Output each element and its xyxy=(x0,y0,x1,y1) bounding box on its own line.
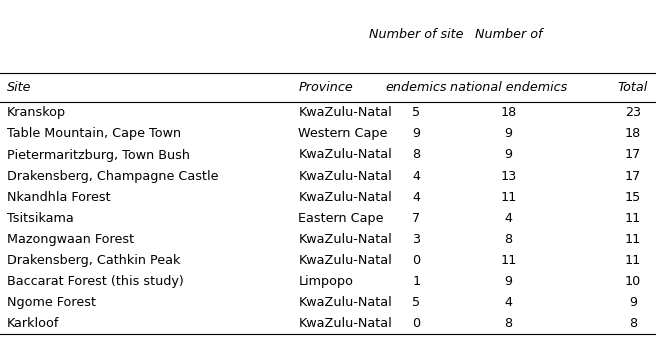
Text: 11: 11 xyxy=(501,254,516,267)
Text: 4: 4 xyxy=(413,169,420,182)
Text: national endemics: national endemics xyxy=(450,81,567,94)
Text: 11: 11 xyxy=(501,191,516,204)
Text: 9: 9 xyxy=(504,128,512,140)
Text: Ngome Forest: Ngome Forest xyxy=(7,296,96,309)
Text: Baccarat Forest (this study): Baccarat Forest (this study) xyxy=(7,275,183,288)
Text: 4: 4 xyxy=(504,212,512,225)
Text: 9: 9 xyxy=(504,275,512,288)
Text: 4: 4 xyxy=(504,296,512,309)
Text: Western Cape: Western Cape xyxy=(298,128,388,140)
Text: Drakensberg, Champagne Castle: Drakensberg, Champagne Castle xyxy=(7,169,218,182)
Text: KwaZulu-Natal: KwaZulu-Natal xyxy=(298,317,392,330)
Text: Karkloof: Karkloof xyxy=(7,317,59,330)
Text: 8: 8 xyxy=(504,233,512,246)
Text: Limpopo: Limpopo xyxy=(298,275,354,288)
Text: 5: 5 xyxy=(413,106,420,119)
Text: Mazongwaan Forest: Mazongwaan Forest xyxy=(7,233,134,246)
Text: 18: 18 xyxy=(625,128,641,140)
Text: 7: 7 xyxy=(413,212,420,225)
Text: 9: 9 xyxy=(413,128,420,140)
Text: 10: 10 xyxy=(625,275,641,288)
Text: Nkandhla Forest: Nkandhla Forest xyxy=(7,191,110,204)
Text: Site: Site xyxy=(7,81,31,94)
Text: KwaZulu-Natal: KwaZulu-Natal xyxy=(298,233,392,246)
Text: 4: 4 xyxy=(413,191,420,204)
Text: Number of: Number of xyxy=(475,28,542,41)
Text: 11: 11 xyxy=(625,212,641,225)
Text: Total: Total xyxy=(618,81,648,94)
Text: 0: 0 xyxy=(413,317,420,330)
Text: 17: 17 xyxy=(625,169,641,182)
Text: KwaZulu-Natal: KwaZulu-Natal xyxy=(298,148,392,162)
Text: endemics: endemics xyxy=(386,81,447,94)
Text: KwaZulu-Natal: KwaZulu-Natal xyxy=(298,106,392,119)
Text: Table Mountain, Cape Town: Table Mountain, Cape Town xyxy=(7,128,180,140)
Text: KwaZulu-Natal: KwaZulu-Natal xyxy=(298,191,392,204)
Text: 15: 15 xyxy=(625,191,641,204)
Text: 18: 18 xyxy=(501,106,516,119)
Text: 9: 9 xyxy=(504,148,512,162)
Text: KwaZulu-Natal: KwaZulu-Natal xyxy=(298,169,392,182)
Text: 3: 3 xyxy=(413,233,420,246)
Text: 17: 17 xyxy=(625,148,641,162)
Text: 8: 8 xyxy=(413,148,420,162)
Text: KwaZulu-Natal: KwaZulu-Natal xyxy=(298,254,392,267)
Text: 11: 11 xyxy=(625,254,641,267)
Text: 1: 1 xyxy=(413,275,420,288)
Text: Number of site: Number of site xyxy=(369,28,464,41)
Text: KwaZulu-Natal: KwaZulu-Natal xyxy=(298,296,392,309)
Text: 8: 8 xyxy=(504,317,512,330)
Text: Eastern Cape: Eastern Cape xyxy=(298,212,384,225)
Text: Tsitsikama: Tsitsikama xyxy=(7,212,73,225)
Text: 11: 11 xyxy=(625,233,641,246)
Text: 23: 23 xyxy=(625,106,641,119)
Text: 13: 13 xyxy=(501,169,516,182)
Text: 8: 8 xyxy=(629,317,637,330)
Text: 5: 5 xyxy=(413,296,420,309)
Text: Pietermaritzburg, Town Bush: Pietermaritzburg, Town Bush xyxy=(7,148,190,162)
Text: 9: 9 xyxy=(629,296,637,309)
Text: Province: Province xyxy=(298,81,353,94)
Text: 0: 0 xyxy=(413,254,420,267)
Text: Kranskop: Kranskop xyxy=(7,106,66,119)
Text: Drakensberg, Cathkin Peak: Drakensberg, Cathkin Peak xyxy=(7,254,180,267)
